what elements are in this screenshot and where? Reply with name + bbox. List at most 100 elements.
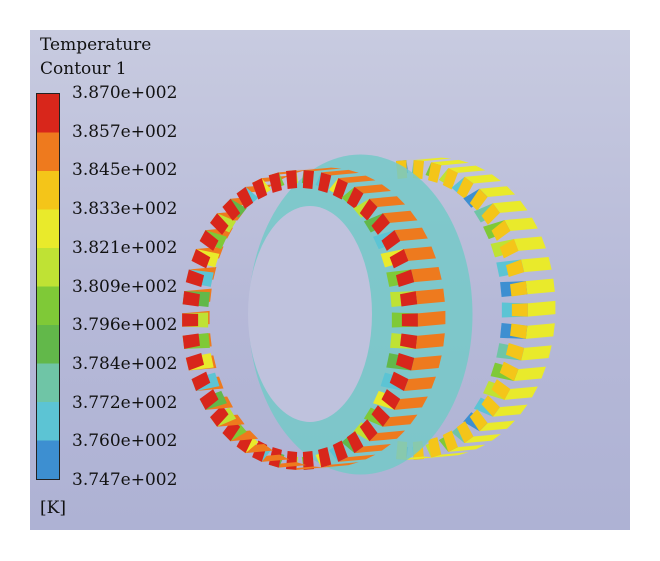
stator-front-teeth <box>182 167 446 470</box>
front-tooth-tip <box>346 186 364 209</box>
front-tooth-tip <box>252 178 268 200</box>
back-tooth-side <box>479 420 516 432</box>
back-tooth-tip <box>469 188 488 211</box>
back-tooth-tip <box>456 421 474 444</box>
legend-tick-label: 3.747e+002 <box>72 470 178 490</box>
front-tooth-side <box>411 355 442 371</box>
front-tooth-side <box>338 454 376 462</box>
front-tooth-tip <box>381 230 401 251</box>
front-tooth-side <box>321 462 359 468</box>
front-tooth-tip <box>191 371 211 391</box>
front-tooth-tip <box>286 451 298 470</box>
front-tooth-side <box>338 175 376 183</box>
front-tooth-tip <box>381 389 401 410</box>
legend-tick-label: 3.857e+002 <box>72 121 178 142</box>
back-tooth-tip <box>469 409 488 432</box>
front-tooth-tip <box>400 333 418 349</box>
back-tooth-tip <box>499 361 519 381</box>
front-tooth-tip <box>182 313 199 327</box>
front-tooth-tip <box>210 405 229 427</box>
back-tooth-side <box>525 278 555 295</box>
front-tooth-tip <box>346 431 364 454</box>
viewport[interactable]: Temperature Contour 1 3.870e+002 3.857e+… <box>30 30 630 530</box>
back-tooth-side <box>521 257 552 273</box>
legend-unit-label: [K] <box>40 498 66 518</box>
back-tooth-tip <box>481 203 500 225</box>
front-tooth-tip <box>332 440 348 462</box>
front-tooth-side <box>321 169 359 176</box>
back-tooth-side <box>521 345 552 361</box>
front-tooth-side <box>394 227 428 242</box>
front-tooth-tip <box>359 198 378 221</box>
back-tooth-side <box>527 300 556 317</box>
back-tooth-side <box>513 236 546 251</box>
front-tooth-tip <box>182 291 200 307</box>
front-tooth-tip <box>302 170 314 189</box>
legend-tick-label: 3.833e+002 <box>72 199 178 220</box>
front-tooth-tip <box>359 419 378 442</box>
stator-temperature-contour-3d <box>182 154 556 475</box>
legend-tick-label: 3.784e+002 <box>72 353 178 374</box>
back-tooth-side <box>413 456 452 460</box>
front-tooth-tip <box>400 291 418 307</box>
back-tooth-tip <box>491 220 511 241</box>
front-tooth-tip <box>371 405 390 427</box>
front-tooth-tip <box>371 213 390 235</box>
back-tooth-side <box>464 433 501 444</box>
front-tooth-side <box>403 376 436 391</box>
back-tooth-side <box>492 200 528 213</box>
back-tooth-tip <box>428 437 442 458</box>
front-tooth-side <box>354 443 391 454</box>
front-tooth-tip <box>210 213 229 235</box>
front-tooth-tip <box>318 172 332 193</box>
front-tooth-tip <box>199 389 219 410</box>
back-tooth-side <box>464 174 501 184</box>
back-tooth-tip <box>428 162 442 183</box>
front-tooth-side <box>415 333 445 349</box>
back-tooth-side <box>479 186 516 197</box>
legend-tick-label: 3.760e+002 <box>72 431 178 452</box>
front-tooth-tip <box>286 170 298 189</box>
front-tooth-side <box>403 246 436 261</box>
back-tooth-tip <box>456 176 474 199</box>
front-tooth-tip <box>389 371 409 391</box>
front-tooth-tip <box>222 198 241 221</box>
legend-tick-label: 3.870e+002 <box>72 83 178 103</box>
legend-tick-label: 3.772e+002 <box>72 392 178 413</box>
front-tooth-tip <box>395 269 415 288</box>
legend-tick-label: 3.796e+002 <box>72 315 178 336</box>
front-tooth-side <box>303 167 342 172</box>
back-tooth-tip <box>510 323 528 339</box>
front-tooth-tip <box>395 352 415 371</box>
legend-title-line1: Temperature <box>40 35 152 55</box>
back-tooth-tip <box>499 239 519 259</box>
front-tooth-side <box>369 196 406 207</box>
back-tooth-tip <box>412 160 424 179</box>
legend-title-line2: Contour 1 <box>40 59 127 79</box>
back-tooth-side <box>413 157 452 162</box>
front-tooth-side <box>382 414 418 427</box>
legend-tick-label: 3.821e+002 <box>72 237 178 258</box>
front-tooth-tip <box>332 178 348 200</box>
back-tooth-tip <box>442 430 458 452</box>
back-tooth-tip <box>510 281 528 297</box>
back-tooth-side <box>431 159 469 166</box>
back-tooth-tip <box>442 168 458 190</box>
front-tooth-side <box>382 210 418 223</box>
front-tooth-tip <box>185 269 205 288</box>
back-tooth-side <box>504 386 538 400</box>
front-tooth-side <box>303 466 342 470</box>
stator-bore-hole <box>248 206 372 422</box>
legend-tick-label: 3.809e+002 <box>72 276 178 297</box>
front-tooth-tip <box>182 333 200 349</box>
back-tooth-tip <box>505 342 525 361</box>
back-tooth-tip <box>481 395 500 417</box>
front-tooth-tip <box>302 451 314 470</box>
back-tooth-side <box>448 165 486 173</box>
front-tooth-side <box>417 310 446 327</box>
front-tooth-tip <box>199 230 219 251</box>
back-tooth-tip <box>505 259 525 278</box>
front-tooth-tip <box>268 172 282 193</box>
back-tooth-side <box>504 217 538 232</box>
back-tooth-tip <box>511 303 528 317</box>
